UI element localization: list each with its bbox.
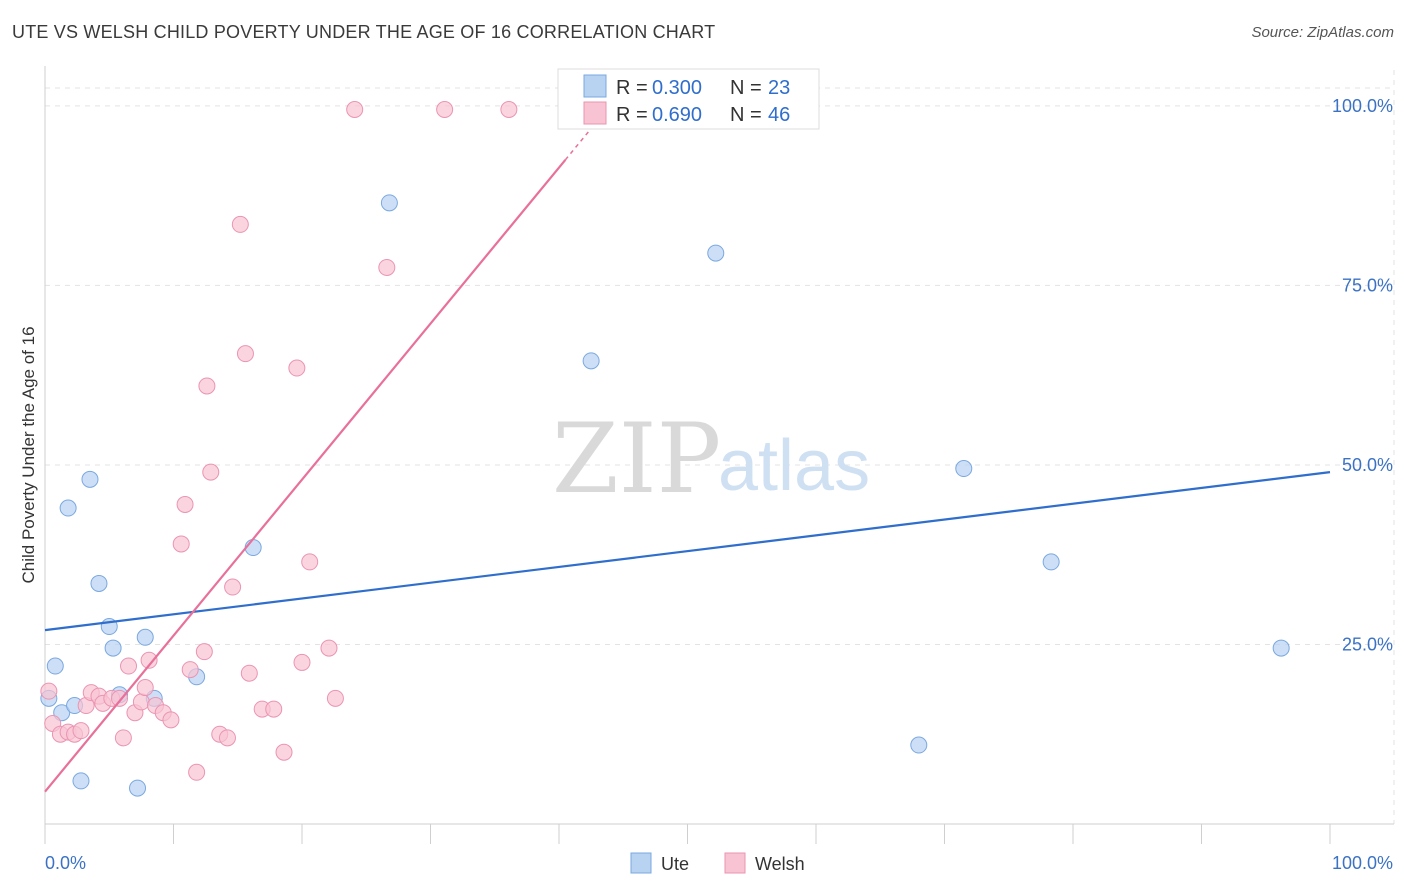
legend-r-value-ute: 0.300 xyxy=(652,77,702,99)
point-welsh-21 xyxy=(172,535,190,553)
point-ute-11 xyxy=(136,628,154,646)
point-ute-22 xyxy=(1272,639,1290,657)
point-welsh-36 xyxy=(275,743,293,761)
point-ute-19 xyxy=(910,736,928,754)
bottom-legend-swatch-ute xyxy=(630,852,652,874)
point-ute-15 xyxy=(244,539,262,557)
bottom-legend-swatch-welsh xyxy=(724,852,746,874)
bottom-legend: Ute Welsh xyxy=(630,852,805,874)
point-ute-12 xyxy=(129,779,147,797)
point-ute-16 xyxy=(380,194,398,212)
point-welsh-31 xyxy=(231,215,249,233)
point-ute-21 xyxy=(1042,553,1060,571)
point-ute-6 xyxy=(81,470,99,488)
trend-line-welsh xyxy=(44,159,567,793)
legend-r-value-welsh: 0.690 xyxy=(652,104,702,126)
point-ute-3 xyxy=(59,499,77,517)
point-welsh-33 xyxy=(240,664,258,682)
point-welsh-43 xyxy=(378,258,396,276)
point-welsh-5 xyxy=(72,722,90,740)
watermark: ZIP atlas xyxy=(552,403,870,515)
point-welsh-17 xyxy=(140,651,158,669)
legend-r-label-ute: R = xyxy=(616,77,648,99)
point-ute-5 xyxy=(72,772,90,790)
point-welsh-24 xyxy=(188,763,206,781)
point-welsh-37 xyxy=(288,359,306,377)
legend-box: R = 0.300 N = 23 R = 0.690 N = 46 xyxy=(557,68,820,130)
legend-swatch-ute xyxy=(583,74,607,98)
point-welsh-29 xyxy=(218,729,236,747)
tick-labels: 25.0% 50.0% 75.0% 100.0% 0.0% 100.0% xyxy=(45,96,1393,873)
point-welsh-35 xyxy=(265,700,283,718)
point-welsh-41 xyxy=(326,689,344,707)
y-tick-label-3: 100.0% xyxy=(1332,96,1393,116)
chart-title: UTE VS WELSH CHILD POVERTY UNDER THE AGE… xyxy=(12,22,716,42)
y-tick-label-1: 50.0% xyxy=(1342,455,1393,475)
points-layer xyxy=(40,100,1290,797)
watermark-zip: ZIP xyxy=(552,403,721,515)
x-tick-label-1: 100.0% xyxy=(1332,853,1393,873)
point-welsh-38 xyxy=(293,653,311,671)
point-ute-7 xyxy=(90,574,108,592)
point-welsh-13 xyxy=(120,657,138,675)
point-welsh-16 xyxy=(136,679,154,697)
point-welsh-23 xyxy=(181,661,199,679)
point-welsh-25 xyxy=(195,643,213,661)
legend-n-value-ute: 23 xyxy=(768,77,790,99)
point-ute-17 xyxy=(582,352,600,370)
point-welsh-20 xyxy=(162,711,180,729)
bottom-legend-label-ute: Ute xyxy=(661,854,689,874)
point-welsh-44 xyxy=(436,100,454,118)
y-tick-label-2: 75.0% xyxy=(1342,275,1393,295)
point-welsh-39 xyxy=(301,553,319,571)
point-ute-1 xyxy=(46,657,64,675)
source-note: Source: ZipAtlas.com xyxy=(1251,24,1394,41)
point-welsh-11 xyxy=(111,689,129,707)
legend-n-label-ute: N = xyxy=(730,77,762,99)
legend-r-label-welsh: R = xyxy=(616,104,648,126)
point-welsh-12 xyxy=(114,729,132,747)
bottom-legend-label-welsh: Welsh xyxy=(755,854,805,874)
point-welsh-22 xyxy=(176,495,194,513)
point-ute-9 xyxy=(104,639,122,657)
point-welsh-27 xyxy=(202,463,220,481)
trend-line-ute xyxy=(44,471,1331,632)
point-welsh-32 xyxy=(236,345,254,363)
x-tick-label-0: 0.0% xyxy=(45,853,86,873)
legend-n-value-welsh: 46 xyxy=(768,104,790,126)
point-welsh-42 xyxy=(346,100,364,118)
point-ute-20 xyxy=(955,460,973,478)
legend-n-label-welsh: N = xyxy=(730,104,762,126)
y-tick-label-0: 25.0% xyxy=(1342,634,1393,654)
point-welsh-26 xyxy=(198,377,216,395)
legend-swatch-welsh xyxy=(583,101,607,125)
watermark-atlas: atlas xyxy=(718,426,870,506)
point-welsh-40 xyxy=(320,639,338,657)
point-welsh-45 xyxy=(500,100,518,118)
y-axis-label: Child Poverty Under the Age of 16 xyxy=(19,326,38,583)
point-welsh-0 xyxy=(40,682,58,700)
point-welsh-15 xyxy=(132,693,150,711)
point-welsh-30 xyxy=(224,578,242,596)
point-ute-18 xyxy=(707,244,725,262)
